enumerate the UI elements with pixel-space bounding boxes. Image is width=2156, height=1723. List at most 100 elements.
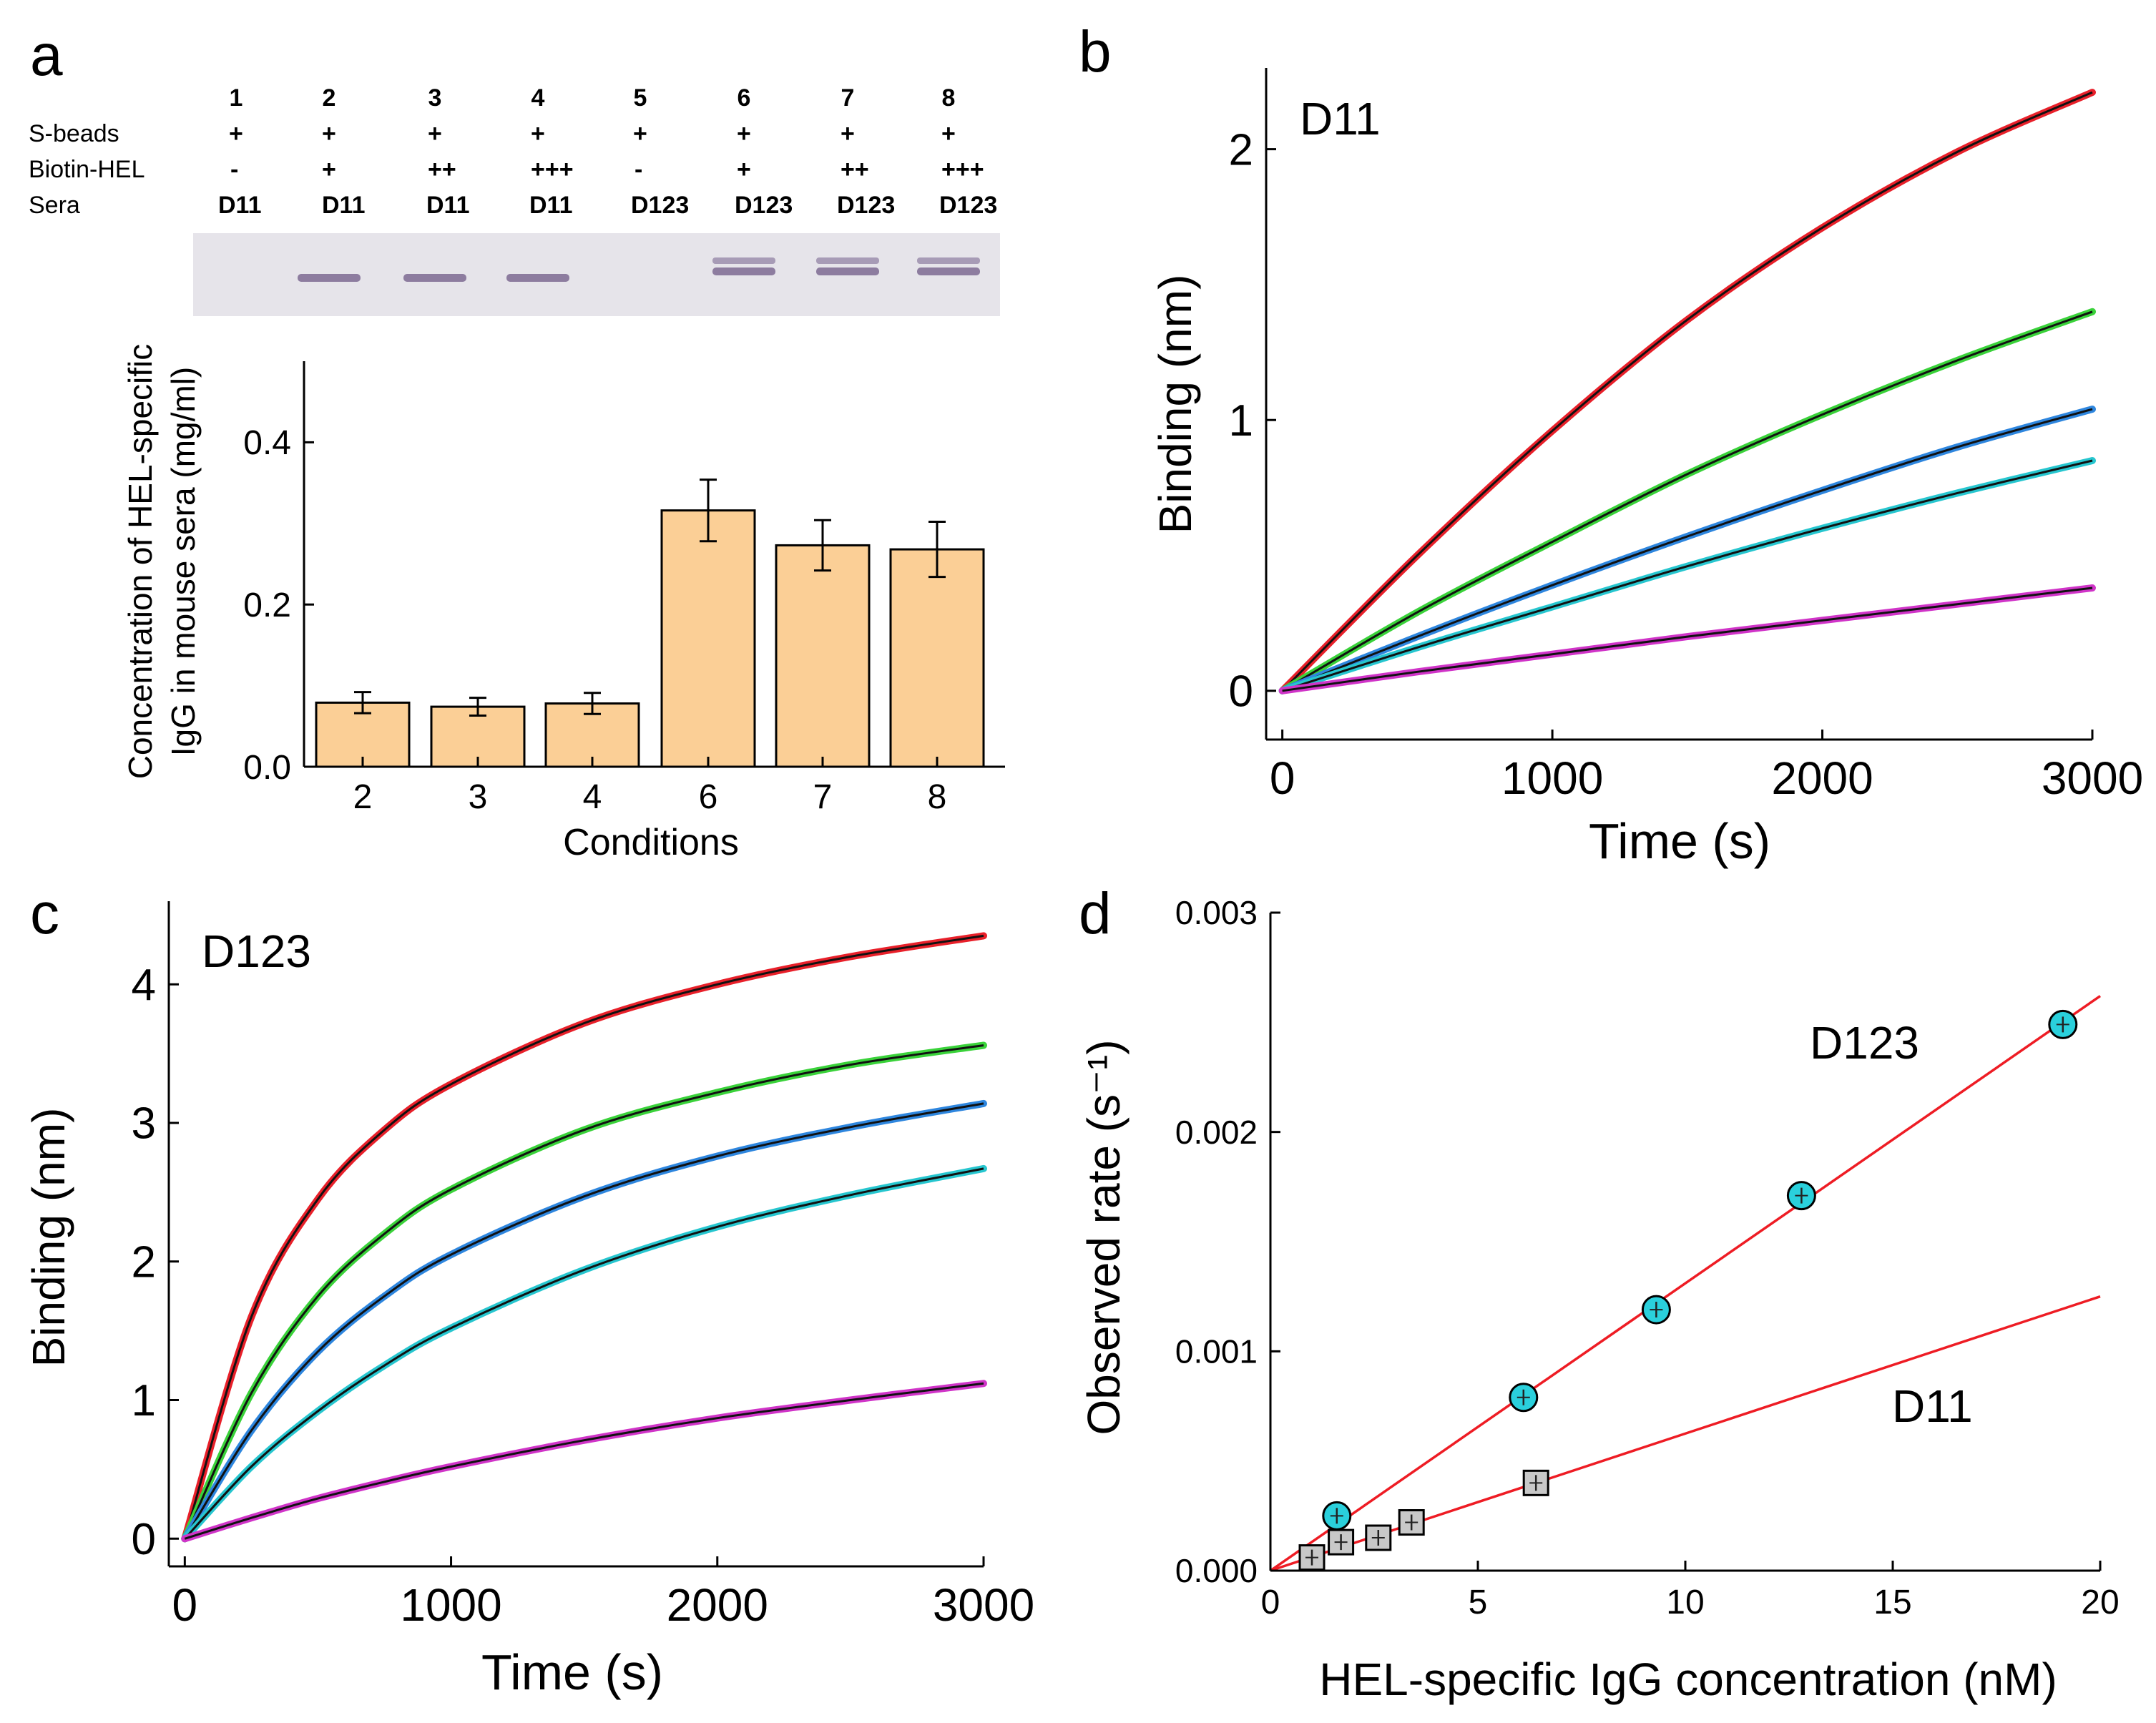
x-tick-label: 3: [469, 778, 488, 816]
gel-cell: +: [941, 120, 956, 147]
x-ticks: 0 5 10 15 20: [1261, 1561, 2120, 1621]
y-ticks: 0 1 2 3 4: [132, 961, 179, 1564]
gel-lane-number: 4: [531, 84, 545, 112]
fit-red: [183, 934, 984, 1539]
fit-magenta: [184, 1382, 984, 1540]
binding-curves: [1278, 89, 2096, 694]
fit-lines: [1270, 995, 2101, 1572]
gel-cell: +: [633, 120, 647, 147]
series-label-d123: D123: [1810, 1017, 1919, 1069]
gel-row-label: S-beads: [29, 120, 119, 147]
panel-letter-c: c: [30, 881, 59, 946]
x-axis-label: HEL-specific IgG concentration (nM): [1319, 1654, 2057, 1705]
x-tick-label: 3000: [2042, 752, 2143, 804]
gel-lane-number: 3: [428, 84, 442, 112]
binding-curves: [181, 932, 987, 1543]
point-D11: [1365, 1524, 1392, 1551]
series-blue: [181, 1099, 987, 1543]
gel-lane-number: 1: [230, 84, 243, 112]
gel-cell: D11: [218, 192, 262, 219]
gel-row-label: Biotin-HEL: [29, 156, 145, 183]
chart-c: 0 1 2 3 4 0 1000 2000 3000 D123 Time (s) Bindin…: [23, 901, 1034, 1700]
y-ticks: 0.0 0.2 0.4: [243, 424, 314, 787]
fit-line-D11: [1270, 1295, 2101, 1572]
fit-blue: [184, 1102, 984, 1540]
x-tick-label: 5: [1469, 1584, 1488, 1621]
gel-cell: +: [531, 120, 545, 147]
x-tick-label: 10: [1666, 1584, 1704, 1621]
gel-band: [917, 267, 980, 275]
gel-band-upper: [712, 257, 775, 264]
y-tick-label: 4: [132, 961, 156, 1010]
y-tick-label: 0.2: [243, 586, 291, 624]
gel-cell: D11: [322, 192, 366, 219]
gel-cell: +: [737, 120, 751, 147]
gel-band: [298, 274, 361, 282]
bar: [775, 544, 871, 768]
y-tick-label: 0.002: [1175, 1114, 1258, 1151]
panel-letter-a: a: [30, 23, 63, 88]
gel-lane-number: 6: [738, 84, 751, 112]
y-tick-label: 1: [132, 1376, 156, 1425]
y-axis-label: Binding (nm): [1150, 275, 1201, 534]
gel-cell: D123: [837, 192, 895, 219]
x-tick-label: 0: [172, 1579, 198, 1631]
y-tick-label: 0: [1229, 667, 1253, 717]
fit-green: [1281, 310, 2093, 692]
x-tick-label: 1000: [400, 1579, 501, 1631]
gel-cell: +: [428, 120, 442, 147]
gel-cell: +: [322, 156, 336, 183]
bar: [889, 548, 985, 768]
gel-band: [403, 274, 466, 282]
gel-cell: +++: [531, 156, 574, 183]
series-green: [181, 1041, 987, 1543]
y-tick-label: 0.003: [1175, 894, 1258, 931]
chart-a: 0.0 0.2 0.4 2 3 4 6 7 8 Conditions Concentratio…: [122, 344, 1005, 863]
y-ticks: 0 1 2: [1229, 125, 1276, 717]
y-tick-label: 0.000: [1175, 1552, 1258, 1589]
y-ticks: 0.000 0.001 0.002 0.003: [1175, 894, 1280, 1589]
gel-band: [816, 267, 879, 275]
gel-cell: D123: [735, 192, 793, 219]
gel-band: [712, 267, 775, 275]
y-tick-label: 0.001: [1175, 1332, 1258, 1370]
fit-blue: [1282, 408, 2093, 692]
x-tick-label: 8: [928, 778, 947, 816]
x-tick-label: 15: [1873, 1584, 1911, 1621]
gel-cell: +: [322, 120, 336, 147]
x-tick-label: 0: [1270, 752, 1295, 804]
fit-red: [1281, 91, 2093, 692]
x-axis-label: Conditions: [563, 822, 739, 863]
series-label-d11: D11: [1892, 1380, 1973, 1432]
gel-band-upper: [816, 257, 879, 264]
x-tick-label: 2: [353, 778, 373, 816]
x-tick-label: 4: [583, 778, 602, 816]
gel-cell: +: [737, 156, 751, 183]
gel-cell: -: [230, 156, 238, 183]
y-tick-label: 2: [132, 1237, 156, 1287]
gel-row-label: Sera: [29, 192, 80, 219]
y-tick-label: 2: [1229, 125, 1253, 175]
fit-line-D123: [1270, 995, 2101, 1572]
gel-cell: ++: [428, 156, 456, 183]
x-axis-label: Time (s): [481, 1644, 663, 1700]
y-axis-label: Observed rate (s⁻¹): [1078, 1039, 1130, 1435]
x-tick-label: 7: [813, 778, 833, 816]
gel-band: [506, 274, 569, 282]
y-axis-label: IgG in mouse sera (mg/ml): [165, 367, 202, 756]
x-tick-label: 2000: [1771, 752, 1873, 804]
gel-cell: +++: [941, 156, 984, 183]
series-cyan: [1278, 457, 2096, 694]
x-axis-label: Time (s): [1589, 813, 1770, 869]
y-axis-label: Concentration of HEL-specific: [122, 344, 159, 780]
panel-letter-b: b: [1079, 19, 1112, 84]
x-ticks: 0 1000 2000 3000: [1270, 730, 2143, 804]
bar: [660, 509, 756, 768]
series-magenta: [181, 1380, 987, 1543]
x-tick-label: 1000: [1501, 752, 1603, 804]
x-tick-label: 20: [2081, 1584, 2119, 1621]
gel-bands: [298, 257, 980, 282]
series-red: [181, 932, 987, 1543]
y-tick-label: 0: [132, 1515, 156, 1564]
